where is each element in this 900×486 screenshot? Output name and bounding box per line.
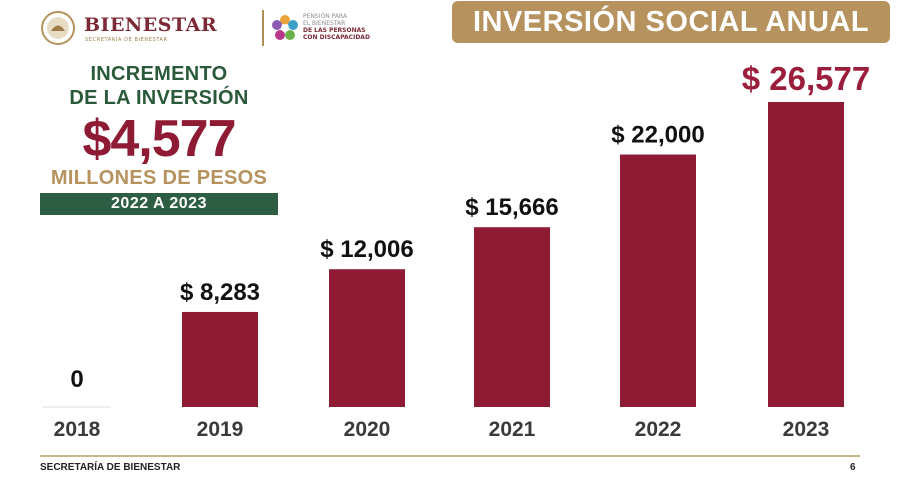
logo-divider (262, 10, 264, 46)
increment-title-line2: DE LA INVERSIÓN (69, 87, 249, 109)
program-flower-icon (272, 15, 298, 40)
value-label-2019: $ 8,283 (180, 279, 260, 306)
investment-bar-chart: 0 2018 $ 8,283 2019 $ 12,006 2020 $ 15,666 2021… (43, 60, 870, 441)
value-label-2023: $ 26,577 (742, 60, 870, 97)
year-label-2021: 2021 (489, 418, 536, 441)
increment-amount: $4,577 (82, 110, 236, 168)
bar-2022 (620, 154, 696, 407)
year-label-2019: 2019 (197, 418, 244, 441)
year-label-2023: 2023 (783, 418, 830, 441)
footer-ministry: SECRETARÍA DE BIENESTAR (40, 462, 181, 473)
increment-callout: INCREMENTO DE LA INVERSIÓN $4,577 MILLON… (40, 62, 278, 215)
year-label-2020: 2020 (344, 418, 391, 441)
value-label-2021: $ 15,666 (465, 194, 558, 221)
page-title: INVERSIÓN SOCIAL ANUAL (452, 1, 890, 43)
bar-2019 (182, 311, 258, 407)
value-label-2020: $ 12,006 (320, 236, 413, 263)
bar-2020 (329, 269, 405, 407)
brand-subtitle: SECRETARÍA DE BIENESTAR (85, 37, 168, 43)
bar-2021 (474, 227, 550, 407)
program-name: PENSIÓN PARA EL BIENESTAR DE LAS PERSONA… (303, 13, 370, 41)
page-number: 6 (850, 462, 856, 473)
increment-period: 2022 A 2023 (40, 193, 278, 215)
footer-divider (40, 455, 860, 457)
value-label-2022: $ 22,000 (611, 122, 704, 149)
bar-2023 (768, 102, 844, 407)
increment-units: MILLONES DE PESOS (50, 167, 268, 189)
brand-name: BIENESTAR (84, 14, 218, 36)
year-label-2018: 2018 (54, 418, 101, 441)
header-logo: BIENESTAR SECRETARÍA DE BIENESTAR PENSIÓ… (40, 8, 370, 48)
increment-title-line1: INCREMENTO (90, 63, 228, 85)
mexico-seal-icon (41, 11, 75, 45)
value-label-2018: 0 (70, 366, 83, 393)
year-label-2022: 2022 (635, 418, 682, 441)
